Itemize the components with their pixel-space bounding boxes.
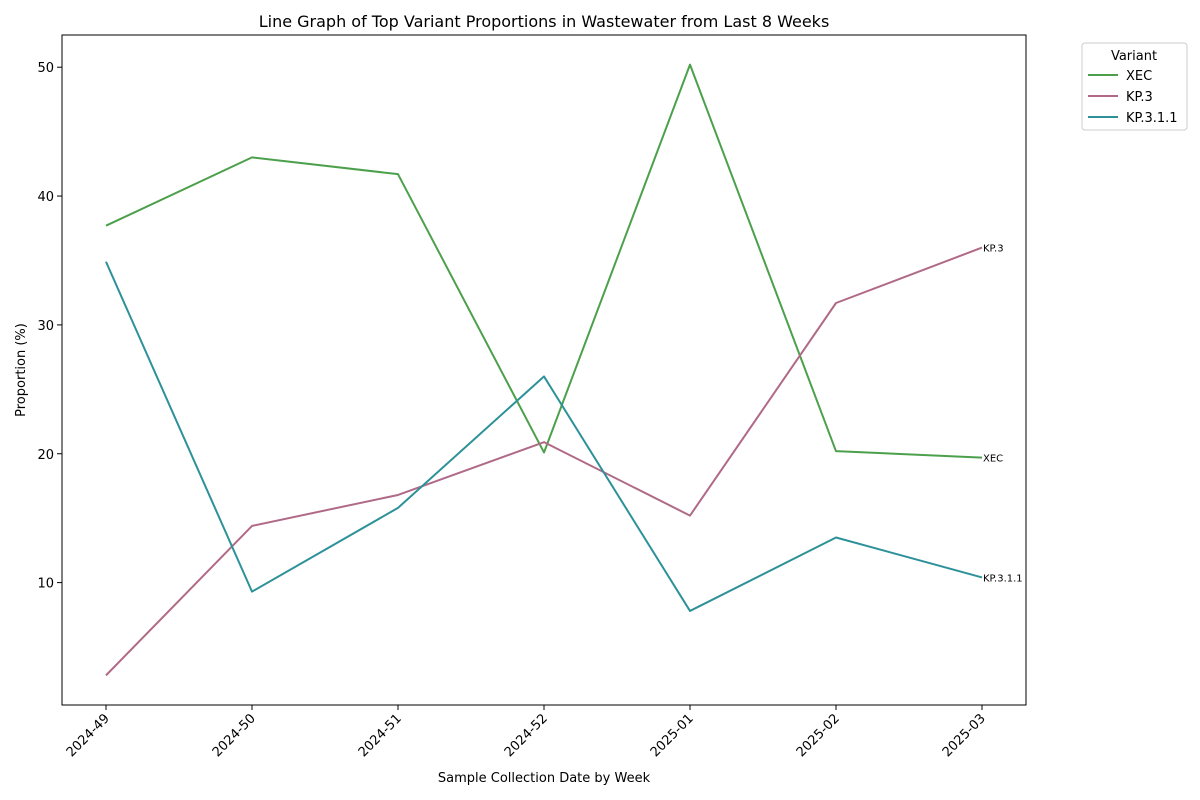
x-tick-label: 2024-50: [210, 711, 259, 760]
series-line-xec: [105, 63, 983, 459]
x-tick-label: 2024-52: [502, 711, 551, 760]
chart-title: Line Graph of Top Variant Proportions in…: [259, 12, 830, 31]
x-tick-label: 2024-51: [356, 711, 405, 760]
legend-title: Variant: [1111, 49, 1157, 64]
x-tick-label: 2024-49: [64, 711, 113, 760]
series-lines: [105, 63, 983, 677]
y-tick-label: 30: [37, 319, 54, 334]
series-line-kp-3-1-1: [105, 261, 983, 612]
x-tick-label: 2025-01: [648, 711, 697, 760]
y-tick-label: 40: [37, 190, 54, 205]
end-label-kp-3: KP.3: [983, 244, 1004, 255]
end-label-kp-3-1-1: KP.3.1.1: [983, 573, 1023, 584]
y-axis: 10 20 30 40 50: [37, 61, 62, 592]
x-axis-label: Sample Collection Date by Week: [438, 771, 651, 786]
series-end-labels: XEC KP.3 KP.3.1.1: [983, 244, 1023, 585]
y-axis-label: Proportion (%): [14, 323, 29, 417]
legend-entry-label: KP.3.1.1: [1126, 111, 1178, 126]
x-axis: 2024-49 2024-50 2024-51 2024-52 2025-01 2025-…: [64, 705, 989, 760]
end-label-xec: XEC: [983, 454, 1003, 465]
x-tick-label: 2025-02: [794, 711, 843, 760]
legend-entry-label: XEC: [1126, 69, 1152, 84]
legend-box: [1081, 42, 1188, 131]
y-tick-label: 10: [37, 577, 54, 592]
y-tick-label: 20: [37, 448, 54, 463]
series-line-kp-3: [105, 246, 983, 677]
plot-area-frame: [61, 34, 1027, 706]
x-tick-label: 2025-03: [940, 711, 989, 760]
y-tick-label: 50: [37, 61, 54, 76]
legend: Variant XEC KP.3 KP.3.1.1: [1081, 42, 1188, 131]
legend-entry-label: KP.3: [1126, 90, 1153, 105]
